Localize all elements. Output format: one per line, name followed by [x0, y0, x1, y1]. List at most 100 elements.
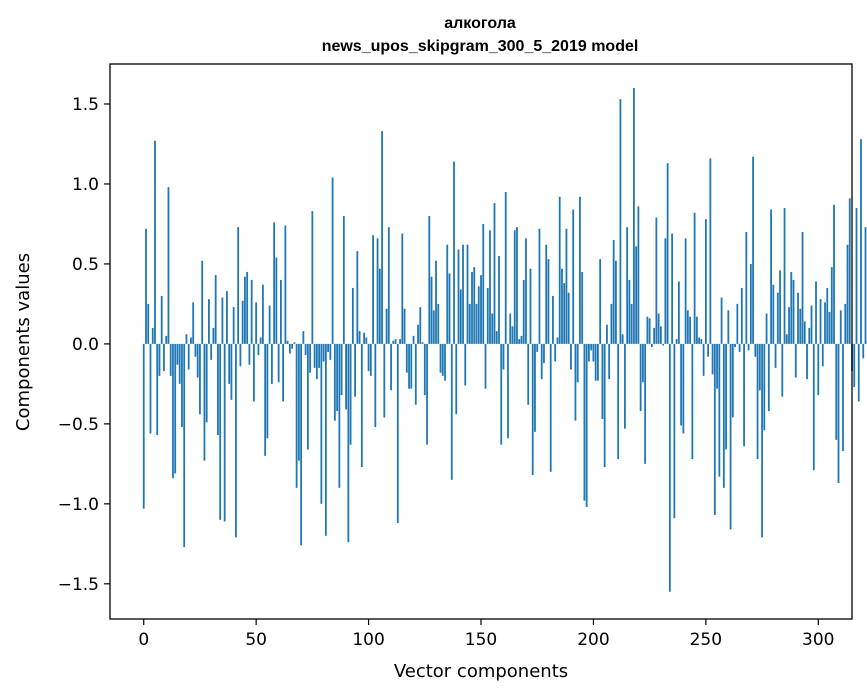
y-tick-label: 1.5 [72, 95, 99, 115]
bar-component-173 [531, 343, 534, 476]
bar-component-134 [444, 343, 446, 381]
bar-component-237 [675, 339, 678, 344]
bar-component-271 [752, 156, 754, 344]
bar-component-236 [673, 343, 676, 519]
bar-component-84 [331, 177, 334, 344]
bar-component-85 [333, 343, 336, 421]
bar-component-223 [644, 343, 647, 464]
bar-component-15 [176, 343, 179, 365]
bar-component-73 [306, 343, 309, 450]
bar-component-312 [844, 303, 847, 344]
bar-component-111 [392, 340, 395, 344]
bar-component-262 [731, 343, 734, 418]
bar-component-311 [842, 343, 844, 452]
bar-component-230 [659, 326, 662, 344]
bar-component-130 [435, 260, 437, 344]
bar-component-80 [322, 343, 325, 362]
bar-component-261 [729, 343, 732, 530]
bar-component-321 [864, 227, 867, 344]
bar-component-151 [482, 223, 485, 344]
bar-component-31 [212, 327, 215, 344]
bar-component-63 [284, 225, 287, 344]
bar-component-259 [725, 343, 727, 450]
bar-component-57 [270, 343, 273, 384]
bar-component-146 [471, 271, 473, 344]
bar-component-132 [439, 343, 442, 373]
bar-component-186 [561, 268, 563, 344]
bar-component-29 [208, 299, 210, 344]
bar-component-220 [637, 206, 640, 344]
bar-component-47 [248, 343, 251, 365]
bar-component-88 [340, 343, 343, 396]
bar-component-161 [504, 191, 507, 344]
bar-component-296 [808, 327, 811, 344]
bar-component-298 [812, 343, 815, 471]
bar-component-318 [857, 343, 860, 402]
bar-component-114 [399, 339, 401, 344]
bar-component-199 [590, 343, 593, 351]
bar-component-110 [390, 343, 392, 391]
bar-component-144 [466, 244, 469, 344]
bar-component-196 [583, 343, 586, 501]
bar-component-256 [718, 343, 721, 477]
bar-component-264 [736, 303, 739, 344]
bar-component-117 [405, 343, 408, 373]
bar-component-123 [419, 307, 422, 344]
bar-component-79 [320, 343, 323, 504]
bar-component-265 [738, 343, 741, 352]
bar-component-160 [502, 343, 505, 370]
bar-component-254 [713, 343, 716, 516]
bar-component-273 [756, 343, 759, 460]
bar-component-34 [219, 343, 222, 520]
bar-component-189 [567, 292, 570, 344]
bar-component-319 [860, 139, 862, 344]
bar-component-233 [666, 163, 669, 344]
bar-component-52 [259, 337, 262, 344]
bar-component-218 [633, 87, 635, 344]
bar-component-211 [617, 343, 620, 460]
bar-component-267 [743, 343, 745, 447]
bar-component-297 [810, 305, 813, 344]
bar-component-306 [830, 267, 833, 344]
bar-component-96 [358, 331, 361, 344]
bar-component-38 [228, 343, 231, 384]
bar-component-12 [169, 343, 172, 376]
bar-component-81 [324, 343, 327, 536]
bar-component-131 [437, 303, 440, 344]
bar-component-177 [540, 343, 543, 380]
bar-component-58 [273, 222, 276, 344]
bar-component-279 [770, 209, 772, 344]
bar-component-135 [446, 244, 449, 344]
x-tick-label: 0 [138, 630, 149, 650]
bar-component-252 [709, 158, 712, 344]
x-tick-label: 250 [690, 630, 722, 650]
bar-component-274 [758, 343, 761, 391]
bar-component-153 [486, 287, 489, 344]
bar-component-278 [767, 343, 770, 412]
bar-component-276 [763, 343, 766, 431]
bar-component-291 [797, 292, 799, 344]
bar-component-243 [689, 316, 692, 344]
bar-component-30 [210, 343, 213, 360]
bar-component-263 [734, 343, 736, 348]
bar-component-49 [253, 343, 255, 402]
bar-component-178 [543, 343, 545, 364]
bar-component-77 [315, 343, 318, 380]
bar-component-119 [410, 343, 413, 389]
bar-component-171 [527, 343, 530, 405]
bar-component-50 [255, 302, 258, 344]
bar-component-148 [475, 303, 478, 344]
bar-component-17 [181, 343, 183, 428]
bar-component-98 [363, 332, 365, 344]
bar-component-212 [619, 99, 622, 344]
bar-component-48 [250, 279, 253, 344]
bar-component-216 [628, 279, 631, 344]
bar-component-248 [700, 339, 703, 344]
bar-component-102 [372, 235, 374, 344]
bar-component-197 [585, 343, 588, 508]
bar-component-43 [239, 343, 242, 367]
chart-title-line-2: news_upos_skipgram_300_5_2019 model [322, 38, 639, 55]
bar-component-317 [855, 207, 858, 344]
bar-series [142, 87, 867, 592]
bar-component-213 [621, 334, 624, 344]
